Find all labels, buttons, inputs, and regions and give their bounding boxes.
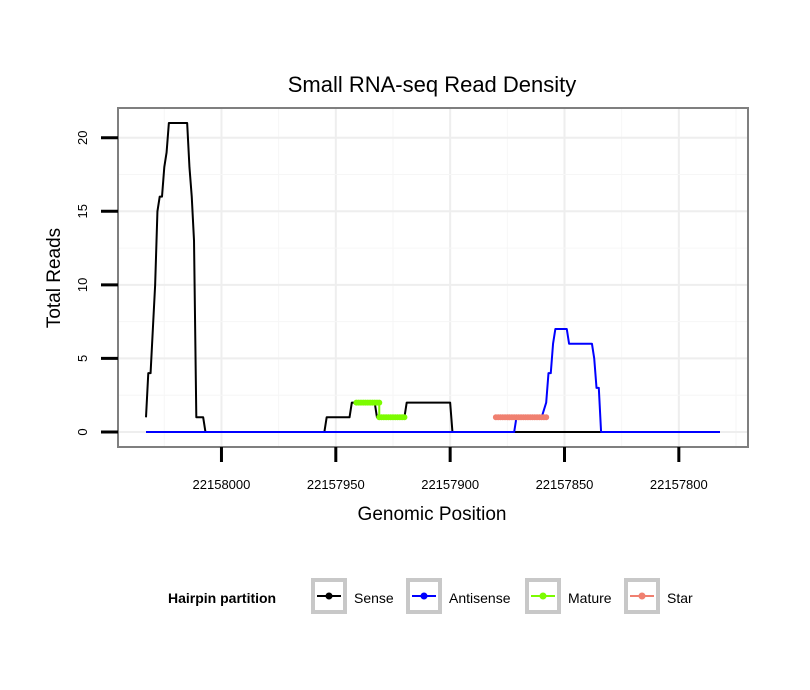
y-tick-label: 10	[75, 278, 90, 292]
x-tick-label: 22157950	[307, 477, 365, 492]
y-tick-label: 5	[75, 355, 90, 362]
x-axis-title: Genomic Position	[358, 504, 507, 525]
y-axis: 0 5 10 15 20	[75, 130, 118, 436]
x-tick-label: 22158000	[193, 477, 251, 492]
x-axis: 22158000 22157950 22157900 22157850 22157800	[193, 447, 708, 492]
legend-marker-mature	[539, 592, 547, 600]
data-point-mature	[376, 399, 383, 406]
x-tick-label: 22157900	[421, 477, 479, 492]
data-point-mature	[401, 414, 408, 421]
y-tick-label: 15	[75, 204, 90, 218]
legend-label-antisense: Antisense	[449, 590, 511, 606]
data-point-star	[543, 414, 550, 421]
series-layer	[145, 122, 720, 433]
plot-panel	[117, 107, 749, 448]
y-tick-label: 20	[75, 130, 90, 144]
x-tick-label: 22157850	[536, 477, 594, 492]
legend-marker-antisense	[420, 592, 428, 600]
y-tick-label: 0	[75, 428, 90, 435]
legend-label-sense: Sense	[354, 590, 394, 606]
legend-label-mature: Mature	[568, 590, 612, 606]
legend-title: Hairpin partition	[168, 590, 276, 606]
legend-marker-star	[638, 592, 646, 600]
legend-marker-sense	[325, 592, 333, 600]
legend-label-star: Star	[667, 590, 693, 606]
y-axis-title: Total Reads	[44, 228, 65, 328]
chart-title: Small RNA-seq Read Density	[288, 72, 577, 97]
x-tick-label: 22157800	[650, 477, 708, 492]
legend: Hairpin partition Sense Antisense Mature St…	[168, 578, 693, 614]
